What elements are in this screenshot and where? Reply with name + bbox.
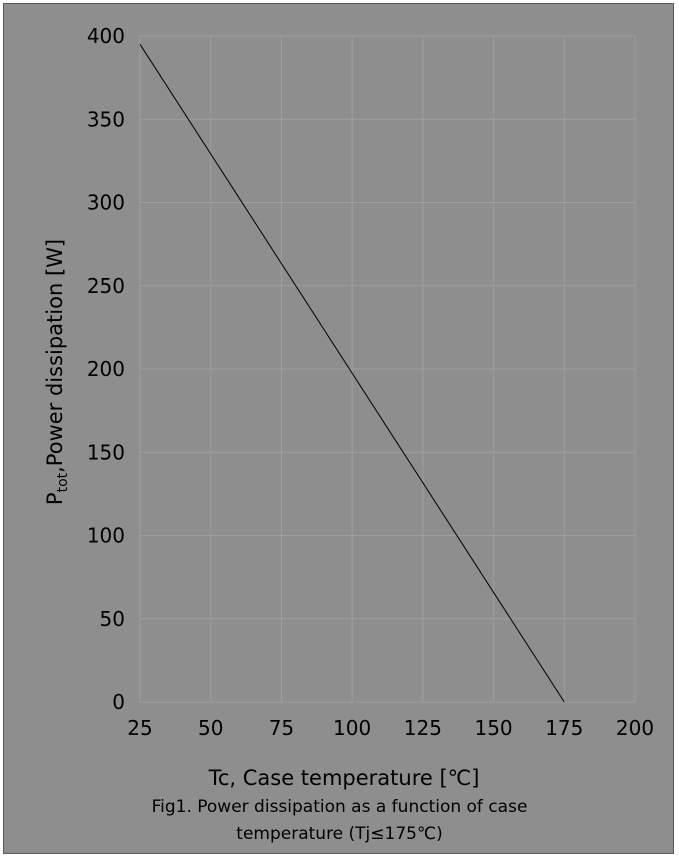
x-tick-50: 50 <box>198 716 223 740</box>
figure-frame: 25 50 75 100 125 150 175 200 0 50 100 150 200 250 300… <box>3 3 674 854</box>
y-axis-title-main: P <box>43 492 67 505</box>
power-dissipation-chart: 25 50 75 100 125 150 175 200 0 50 100 150 200 250 300… <box>43 24 654 790</box>
y-tick-200: 200 <box>87 357 125 381</box>
x-tick-labels: 25 50 75 100 125 150 175 200 <box>127 716 654 740</box>
y-tick-300: 300 <box>87 191 125 215</box>
y-tick-400: 400 <box>87 24 125 48</box>
x-tick-25: 25 <box>127 716 152 740</box>
series-group <box>139 44 565 703</box>
y-axis-title-sub: tot <box>55 472 71 492</box>
y-tick-50: 50 <box>100 607 125 631</box>
y-axis-title: Ptot,Power dissipation [W] <box>43 239 71 505</box>
caption-line-1: Fig1. Power dissipation as a function of… <box>151 797 528 817</box>
x-tick-200: 200 <box>616 716 654 740</box>
grid <box>139 35 636 703</box>
y-tick-350: 350 <box>87 107 125 131</box>
y-tick-250: 250 <box>87 274 125 298</box>
caption-line-2: temperature (Tj≤175℃) <box>236 824 443 844</box>
series-line-0 <box>139 44 565 703</box>
x-tick-125: 125 <box>404 716 442 740</box>
figure-caption: Fig1. Power dissipation as a function of… <box>4 794 675 848</box>
y-tick-100: 100 <box>87 524 125 548</box>
y-tick-150: 150 <box>87 440 125 464</box>
x-tick-150: 150 <box>474 716 512 740</box>
x-tick-100: 100 <box>333 716 371 740</box>
x-tick-75: 75 <box>269 716 294 740</box>
x-tick-175: 175 <box>545 716 583 740</box>
x-axis-title: Tc, Case temperature [℃] <box>208 766 480 790</box>
y-tick-0: 0 <box>112 690 125 714</box>
y-axis-title-rest: ,Power dissipation [W] <box>43 239 67 473</box>
y-tick-labels: 0 50 100 150 200 250 300 350 400 <box>87 24 125 714</box>
